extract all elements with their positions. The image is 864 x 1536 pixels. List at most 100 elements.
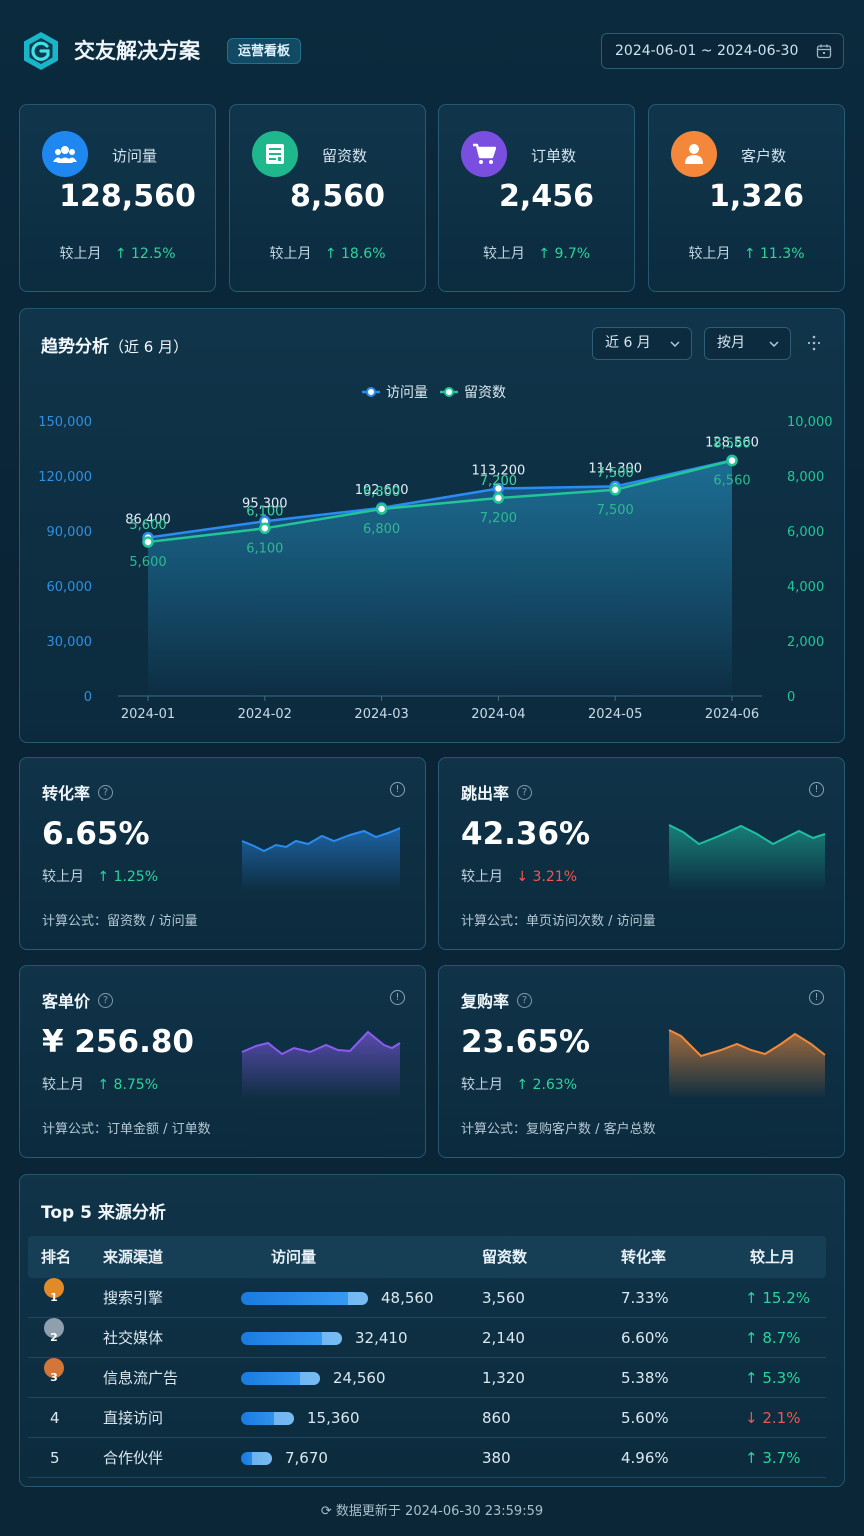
help-icon[interactable]: ? bbox=[98, 992, 114, 1008]
table-row[interactable]: 1 搜索引擎 48,560 3,560 7.33% ↑ 15.2% bbox=[28, 1278, 826, 1318]
app-logo-icon bbox=[24, 32, 58, 70]
metric-compare: 较上月 ↓ 3.21% bbox=[461, 869, 578, 885]
metric-card-conversion: 转化率? ! 6.65% 较上月 ↑ 1.25% 计算公式：留资数 / 访问量 bbox=[19, 757, 426, 950]
sparkline-repurchase bbox=[668, 1029, 826, 1099]
info-icon[interactable]: ! bbox=[809, 990, 824, 1005]
data-label-leads: 7,200 bbox=[480, 474, 517, 489]
y-left-tick-label: 90,000 bbox=[47, 525, 93, 540]
legend-label-leads: 留资数 bbox=[464, 385, 506, 401]
granularity-select[interactable]: 按月 bbox=[704, 327, 791, 360]
change-value: ↑ 3.7% bbox=[745, 1449, 801, 1467]
table-row[interactable]: 5 合作伙伴 7,670 380 4.96% ↑ 3.7% bbox=[28, 1438, 826, 1478]
table-row[interactable]: 2 社交媒体 32,410 2,140 6.60% ↑ 8.7% bbox=[28, 1318, 826, 1358]
footer-update-time: ⟳ 数据更新于 2024-06-30 23:59:59 bbox=[320, 1504, 544, 1519]
rank-medal-icon: 3 bbox=[44, 1358, 64, 1384]
data-point-leads bbox=[259, 522, 271, 534]
kpi-value: 2,456 bbox=[499, 179, 594, 214]
kpi-value: 8,560 bbox=[290, 179, 385, 214]
kpi-value: 1,326 bbox=[709, 179, 804, 214]
help-icon[interactable]: ? bbox=[517, 992, 533, 1008]
leads-value: 3,560 bbox=[482, 1289, 525, 1307]
change-value: ↑ 8.7% bbox=[745, 1329, 801, 1347]
series-area-leads bbox=[148, 460, 732, 696]
table-row[interactable]: 3 信息流广告 24,560 1,320 5.38% ↑ 5.3% bbox=[28, 1358, 826, 1398]
y-right-tick-label: 6,000 bbox=[787, 525, 824, 540]
y-left-tick-label: 30,000 bbox=[47, 635, 93, 650]
more-options-icon[interactable] bbox=[807, 334, 821, 352]
leads-value: 380 bbox=[482, 1449, 511, 1467]
granularity-select-value: 按月 bbox=[717, 335, 745, 351]
channel-name: 直接访问 bbox=[103, 1409, 164, 1427]
metric-change: ↑ 2.63% bbox=[516, 1077, 578, 1093]
data-point-leads bbox=[726, 454, 738, 467]
kpi-card-leads: 留资数 8,560 较上月 ↑ 18.6% bbox=[229, 104, 426, 292]
column-header: 留资数 bbox=[482, 1248, 528, 1266]
metric-formula: 计算公式：复购客户数 / 客户总数 bbox=[461, 1122, 656, 1137]
visits-value: 24,560 bbox=[333, 1369, 386, 1387]
data-label-visits: 114,300 bbox=[588, 461, 642, 476]
y-left-tick-label: 0 bbox=[84, 690, 92, 705]
rate-value: 5.60% bbox=[621, 1409, 669, 1427]
legend-marker-leads bbox=[444, 387, 454, 397]
leads-value: 1,320 bbox=[482, 1369, 525, 1387]
date-range-picker[interactable]: 2024-06-01 ~ 2024-06-30 bbox=[601, 33, 844, 69]
trend-subtitle: （近 6 月） bbox=[109, 338, 189, 356]
column-header: 转化率 bbox=[621, 1248, 667, 1266]
visits-bar bbox=[241, 1372, 320, 1385]
y-right-tick-label: 0 bbox=[787, 690, 795, 705]
kpi-label: 订单数 bbox=[531, 147, 577, 165]
metric-value: 6.65% bbox=[42, 816, 150, 852]
metric-formula: 计算公式：单页访问次数 / 访问量 bbox=[461, 914, 656, 929]
table-row[interactable]: 4 直接访问 15,360 860 5.60% ↓ 2.1% bbox=[28, 1398, 826, 1438]
change-value: ↑ 5.3% bbox=[745, 1369, 801, 1387]
top5-panel: Top 5 来源分析 排名 来源渠道 访问量 留资数 转化率 较上月 1 搜索引擎… bbox=[19, 1174, 845, 1487]
kpi-label: 客户数 bbox=[741, 147, 787, 165]
data-label-leads: 6,100 bbox=[246, 504, 283, 519]
metric-value: 42.36% bbox=[461, 816, 591, 852]
data-label-visits: 102,600 bbox=[355, 483, 409, 498]
kpi-card-visits: 访问量 128,560 较上月 ↑ 12.5% bbox=[19, 104, 216, 292]
x-tick-label: 2024-05 bbox=[588, 707, 642, 722]
form-icon bbox=[252, 131, 298, 177]
legend-label-visits: 访问量 bbox=[386, 385, 428, 401]
series-line-visits bbox=[147, 459, 733, 539]
sparkline-aov bbox=[241, 1030, 401, 1099]
metric-formula: 计算公式：留资数 / 访问量 bbox=[42, 914, 198, 929]
metric-change: ↓ 3.21% bbox=[516, 869, 578, 885]
metric-title: 跳出率? bbox=[461, 780, 533, 804]
metric-compare: 较上月 ↑ 8.75% bbox=[42, 1077, 159, 1093]
data-label-visits: 113,200 bbox=[472, 463, 526, 478]
metric-value: 23.65% bbox=[461, 1024, 591, 1060]
y-left-tick-label: 120,000 bbox=[38, 470, 92, 485]
trend-title: 趋势分析（近 6 月） bbox=[41, 337, 189, 357]
rate-value: 7.33% bbox=[621, 1289, 669, 1307]
data-label-leads-secondary: 6,100 bbox=[246, 541, 283, 556]
kpi-compare: 较上月 ↑ 18.6% bbox=[269, 246, 386, 262]
legend-marker-visits bbox=[366, 387, 376, 397]
data-label-leads-secondary: 7,200 bbox=[480, 511, 517, 526]
users-icon bbox=[42, 131, 88, 177]
metric-card-aov: 客单价? ! ¥ 256.80 较上月 ↑ 8.75% 计算公式：订单金额 / … bbox=[19, 965, 426, 1158]
info-icon[interactable]: ! bbox=[390, 990, 405, 1005]
cart-icon bbox=[461, 131, 507, 177]
kpi-compare: 较上月 ↑ 9.7% bbox=[482, 246, 591, 262]
range-select[interactable]: 近 6 月 bbox=[592, 327, 692, 360]
app-title: 交友解决方案 bbox=[74, 39, 200, 63]
metric-compare: 较上月 ↑ 1.25% bbox=[42, 869, 159, 885]
info-icon[interactable]: ! bbox=[390, 782, 405, 797]
refresh-icon[interactable]: ⟳ bbox=[320, 1504, 332, 1519]
y-right-tick-label: 2,000 bbox=[787, 635, 824, 650]
y-left-tick-label: 150,000 bbox=[38, 415, 92, 430]
info-icon[interactable]: ! bbox=[809, 782, 824, 797]
help-icon[interactable]: ? bbox=[98, 784, 114, 800]
series-line-leads bbox=[147, 459, 733, 544]
metric-change: ↑ 1.25% bbox=[97, 869, 159, 885]
x-tick-label: 2024-03 bbox=[354, 707, 408, 722]
kpi-compare: 较上月 ↑ 12.5% bbox=[59, 246, 176, 262]
help-icon[interactable]: ? bbox=[517, 784, 533, 800]
data-point-leads bbox=[375, 503, 388, 515]
data-label-leads: 8,560 bbox=[713, 437, 750, 452]
rank-number: 4 bbox=[50, 1409, 60, 1427]
sparkline-conversion bbox=[241, 827, 401, 891]
rate-value: 5.38% bbox=[621, 1369, 669, 1387]
